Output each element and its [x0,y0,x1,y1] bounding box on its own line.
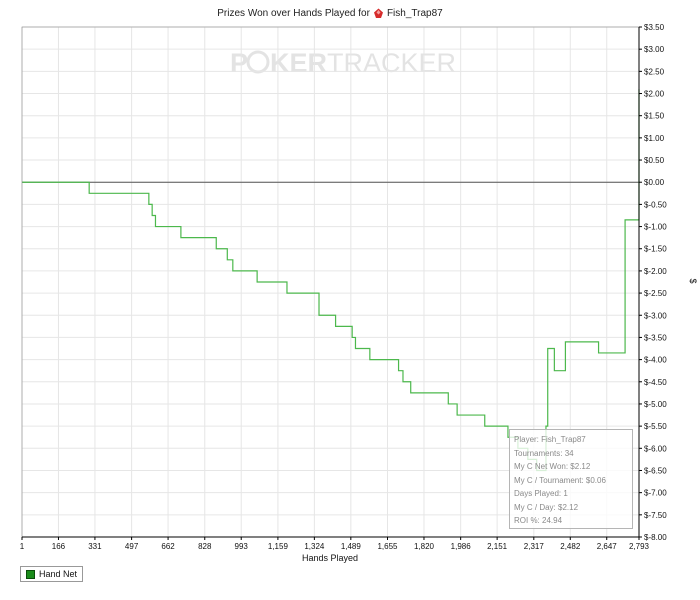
x-tick-label-6: 993 [235,542,249,551]
tooltip-per-tournament: My C / Tournament: $0.06 [514,475,606,485]
y-tick-label-6: $0.50 [644,156,665,165]
y-tick-label-3: $2.00 [644,90,665,99]
x-tick-label-17: 2,793 [629,542,650,551]
x-tick-label-8: 1,324 [304,542,325,551]
x-tick-label-1: 166 [52,542,66,551]
player-name: Fish_Trap87 [386,8,443,19]
watermark-p: P [230,48,248,78]
poker-chip-icon [373,8,383,18]
tooltip-roi: ROI %: 24.94 [514,516,563,525]
x-tick-label-12: 1,986 [451,542,472,551]
y-tick-label-10: $-1.50 [644,245,667,254]
x-tick-label-14: 2,317 [524,542,545,551]
x-tick-label-0: 1 [20,542,25,551]
y-tick-label-13: $-3.00 [644,311,667,320]
stats-tooltip: Player: Fish_Trap87 Tournaments: 34 My C… [509,429,633,529]
tooltip-per-day: My C / Day: $2.12 [514,502,579,512]
y-tick-label-8: $-0.50 [644,200,667,209]
chart-title: Prizes Won over Hands Played for Fish_Tr… [0,8,660,19]
x-tick-label-15: 2,482 [560,542,581,551]
y-tick-label-0: $3.50 [644,23,665,32]
x-tick-label-10: 1,655 [377,542,398,551]
x-tick-label-13: 2,151 [487,542,508,551]
y-tick-label-14: $-3.50 [644,333,667,342]
y-tick-label-19: $-6.00 [644,444,667,453]
x-tick-label-5: 828 [198,542,212,551]
series-line-hand-net [22,89,640,472]
y-tick-label-1: $3.00 [644,45,665,54]
y-tick-label-17: $-5.00 [644,400,667,409]
y-tick-label-2: $2.50 [644,67,665,76]
tooltip-tournaments: Tournaments: 34 [514,448,574,458]
legend-label: Hand Net [39,569,78,579]
x-tick-label-9: 1,489 [341,542,362,551]
watermark-ker: KER [270,48,327,78]
axes [21,26,640,538]
watermark-tracker: TRACKER [327,48,456,78]
y-tick-label-16: $-4.50 [644,378,667,387]
tooltip-days-played: Days Played: 1 [514,489,568,498]
y-tick-label-7: $0.00 [644,178,665,187]
tooltip-player: Player: Fish_Trap87 [514,435,586,444]
y-tick-label-18: $-5.50 [644,422,667,431]
y-tick-label-15: $-4.00 [644,356,667,365]
x-axis-ticks: 1 166 331 497 662 828 993 1,159 1,324 1,489 1,655 1… [20,537,650,551]
watermark: P KERTRACKER [230,48,456,78]
y-tick-label-9: $-1.00 [644,223,667,232]
x-tick-label-3: 497 [125,542,139,551]
watermark-chip-icon [246,50,270,74]
y-tick-label-12: $-2.50 [644,289,667,298]
x-tick-label-11: 1,820 [414,542,435,551]
y-tick-label-21: $-7.00 [644,489,667,498]
x-axis-label: Hands Played [302,553,358,563]
x-tick-label-4: 662 [161,542,175,551]
series-group [22,89,640,472]
y-tick-label-4: $1.50 [644,112,665,121]
tooltip-net-won: My C Net Won: $2.12 [514,462,591,471]
legend[interactable]: Hand Net [20,566,84,582]
y-tick-label-20: $-6.50 [644,466,667,475]
x-tick-label-7: 1,159 [268,542,289,551]
y-axis-label: $ [688,278,698,283]
y-tick-label-5: $1.00 [644,134,665,143]
y-tick-label-23: $-8.00 [644,533,667,542]
y-tick-label-11: $-2.00 [644,267,667,276]
legend-swatch [26,569,35,579]
x-tick-label-16: 2,647 [597,542,618,551]
y-tick-label-22: $-7.50 [644,511,667,520]
chart-title-text: Prizes Won over Hands Played for [217,8,370,19]
x-tick-label-2: 331 [88,542,102,551]
y-axis-ticks: $3.50 $3.00 $2.50 $2.00 $1.50 $1.00 $0.50 $0.00… [639,23,667,542]
